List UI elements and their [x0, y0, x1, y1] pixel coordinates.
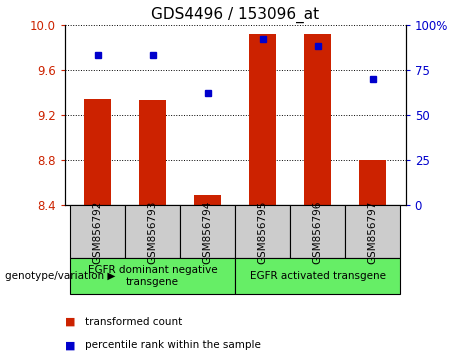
Bar — [194, 195, 221, 205]
Text: GSM856793: GSM856793 — [148, 200, 158, 264]
Text: GSM856796: GSM856796 — [313, 200, 323, 264]
Text: genotype/variation ▶: genotype/variation ▶ — [5, 271, 115, 281]
Bar — [304, 34, 331, 205]
Text: ■: ■ — [65, 317, 75, 327]
Text: GSM856792: GSM856792 — [93, 200, 102, 264]
Text: percentile rank within the sample: percentile rank within the sample — [85, 340, 261, 350]
Text: GSM856797: GSM856797 — [368, 200, 378, 264]
Text: ■: ■ — [65, 340, 75, 350]
Text: EGFR activated transgene: EGFR activated transgene — [250, 271, 386, 281]
Text: transformed count: transformed count — [85, 317, 183, 327]
Bar — [84, 99, 111, 205]
Bar — [249, 34, 277, 205]
Bar — [139, 101, 166, 205]
Bar — [359, 160, 386, 205]
Text: GSM856795: GSM856795 — [258, 200, 268, 264]
Title: GDS4496 / 153096_at: GDS4496 / 153096_at — [151, 7, 319, 23]
Text: GSM856794: GSM856794 — [202, 200, 213, 264]
Text: EGFR dominant negative
transgene: EGFR dominant negative transgene — [88, 265, 218, 287]
